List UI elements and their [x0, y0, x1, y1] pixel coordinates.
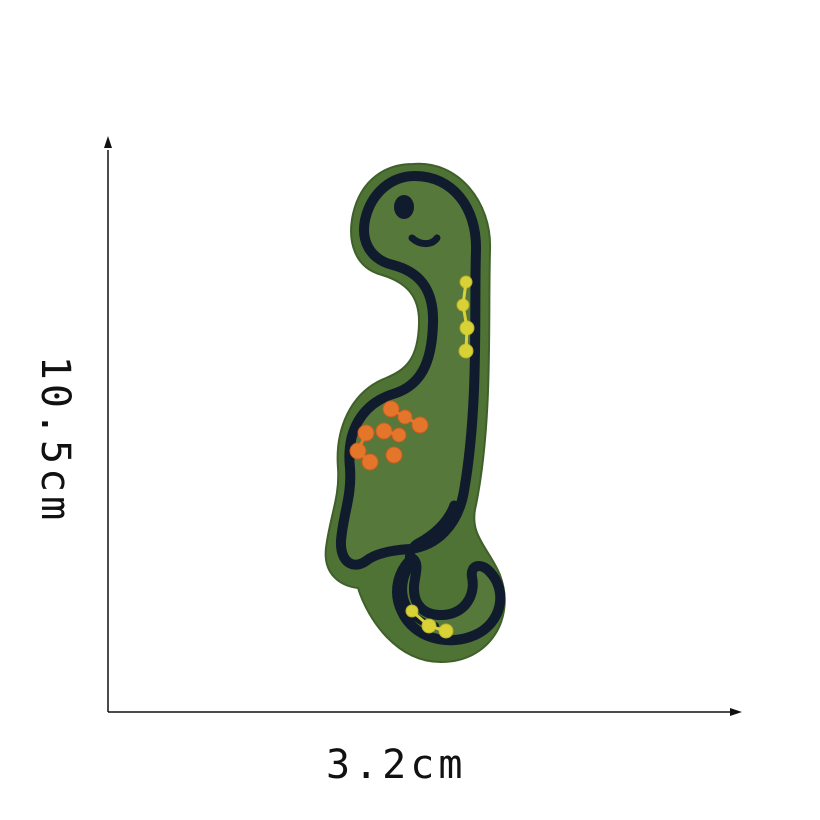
orange-spots: [349, 400, 429, 471]
dinosaur-eye: [394, 195, 414, 219]
height-axis-arrow: [104, 136, 112, 148]
width-axis-arrow: [730, 708, 742, 716]
yellow-tail-spots: [405, 604, 454, 639]
yellow-neck-spots: [456, 275, 475, 359]
dinosaur-smile: [408, 234, 441, 248]
width-dimension-label: 3.2cm: [326, 742, 467, 788]
height-dimension-label: 10.5cm: [32, 355, 78, 525]
